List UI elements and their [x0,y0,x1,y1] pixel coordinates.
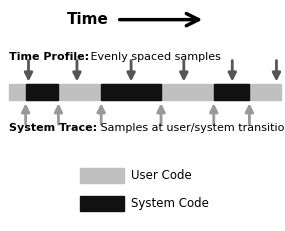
Text: Evenly spaced samples: Evenly spaced samples [87,52,221,62]
Text: Samples at user/system transitions: Samples at user/system transitions [97,123,285,133]
Bar [26,84,58,100]
Bar [80,168,124,183]
Bar [214,84,249,100]
Text: Time: Time [66,12,108,27]
Bar [9,84,281,100]
Bar [80,196,124,211]
Bar [101,84,161,100]
Text: Time Profile:: Time Profile: [9,52,89,62]
Text: System Code: System Code [131,197,209,210]
Text: System Trace:: System Trace: [9,123,97,133]
Text: User Code: User Code [131,169,192,182]
